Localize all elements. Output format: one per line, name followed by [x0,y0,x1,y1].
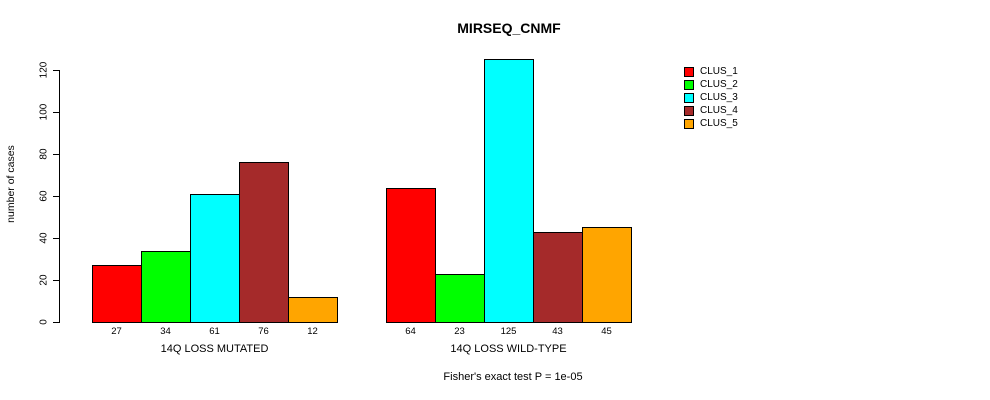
bar-value-label: 125 [500,326,517,337]
legend-label-clus_1: CLUS_1 [700,66,738,77]
legend-label-clus_3: CLUS_3 [700,92,738,103]
bar-clus_1-group2 [386,188,436,323]
bar-value-label: 34 [160,326,171,337]
bar-value-label: 76 [258,326,269,337]
y-axis-line [59,70,60,323]
bar-clus_5-group1 [288,297,338,323]
y-tick-label: 80 [38,148,50,160]
bar-clus_3-group1 [190,194,240,323]
y-axis-title: number of cases [5,145,17,223]
y-tick-mark [53,111,59,113]
y-tick-mark [53,321,59,323]
bar-clus_2-group1 [141,251,191,323]
chart-title: MIRSEQ_CNMF [457,20,561,36]
group-label-1: 14Q LOSS MUTATED [160,343,269,355]
group-label-2: 14Q LOSS WILD-TYPE [450,343,567,355]
y-tick-mark [53,69,59,71]
bar-clus_1-group1 [92,265,142,323]
bar-clus_4-group2 [533,232,583,323]
bar-clus_2-group2 [435,274,485,323]
bar-value-label: 45 [601,326,612,337]
y-tick-label: 60 [38,190,50,202]
legend-swatch-clus_5 [684,119,694,129]
legend-swatch-clus_3 [684,93,694,103]
y-tick-label: 0 [38,319,50,325]
bar-clus_5-group2 [582,227,632,323]
legend-swatch-clus_2 [684,80,694,90]
y-tick-mark [53,279,59,281]
legend-swatch-clus_1 [684,67,694,77]
y-tick-label: 120 [38,61,50,79]
y-tick-label: 100 [38,103,50,121]
y-tick-mark [53,237,59,239]
legend-label-clus_5: CLUS_5 [700,118,738,129]
bar-clus_4-group1 [239,162,289,323]
bar-value-label: 12 [307,326,318,337]
bar-value-label: 64 [405,326,416,337]
bar-value-label: 23 [454,326,465,337]
legend-swatch-clus_4 [684,106,694,116]
y-tick-label: 40 [38,232,50,244]
bar-clus_3-group2 [484,59,534,323]
y-tick-label: 20 [38,274,50,286]
legend-label-clus_2: CLUS_2 [700,79,738,90]
y-tick-mark [53,153,59,155]
bar-value-label: 27 [111,326,122,337]
bar-value-label: 61 [209,326,220,337]
bar-value-label: 43 [552,326,563,337]
fisher-test-annotation: Fisher's exact test P = 1e-05 [443,371,583,383]
legend-label-clus_4: CLUS_4 [700,105,738,116]
y-tick-mark [53,195,59,197]
